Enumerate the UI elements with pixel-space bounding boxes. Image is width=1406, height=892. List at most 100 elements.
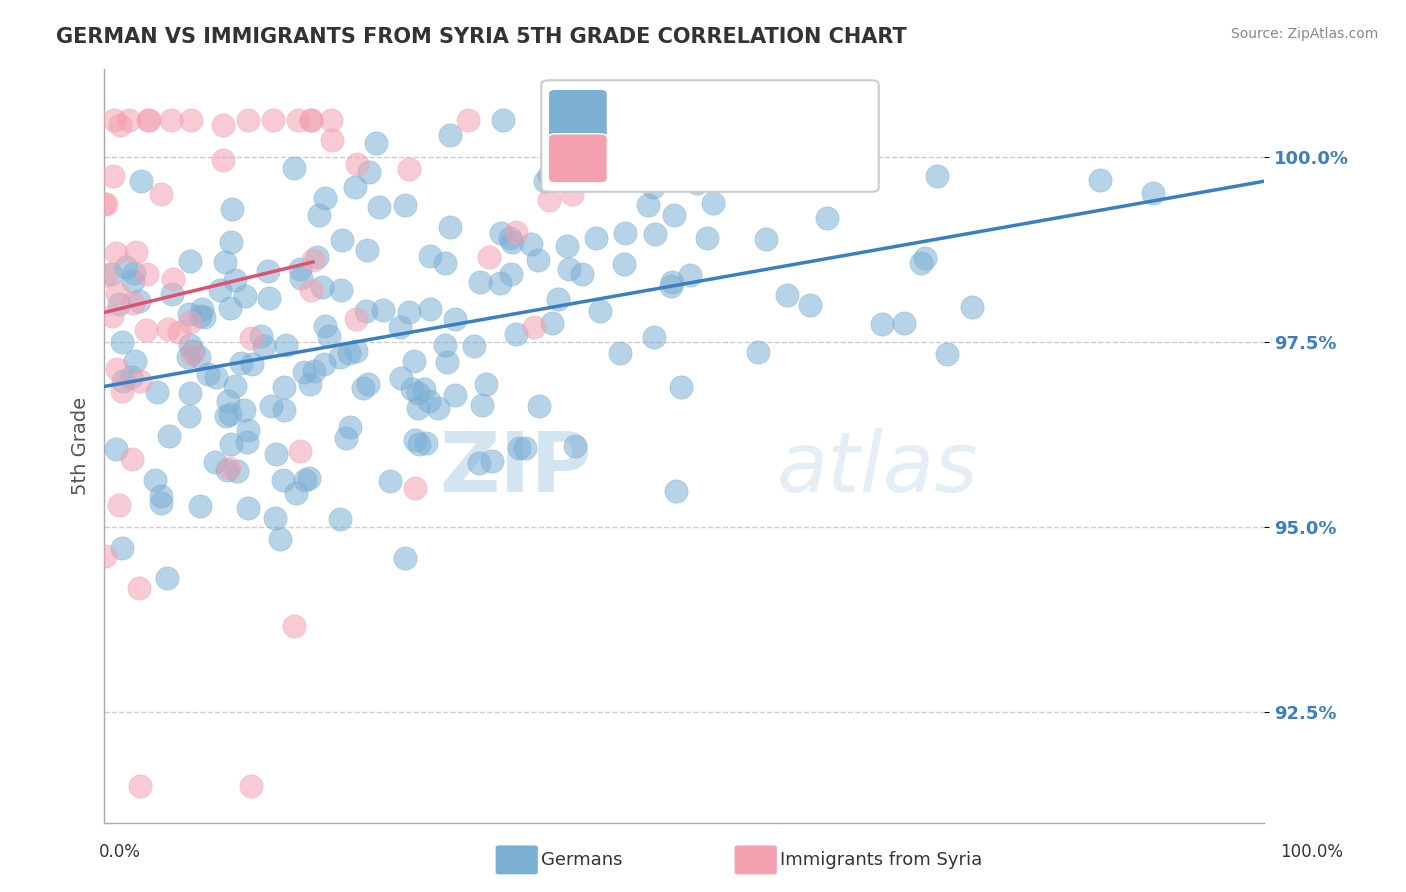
Point	[221, 202, 243, 216]
Point	[299, 376, 322, 391]
Point	[436, 355, 458, 369]
Point	[128, 581, 150, 595]
Point	[481, 454, 503, 468]
Point	[533, 174, 555, 188]
Point	[121, 274, 143, 288]
Point	[301, 252, 323, 267]
Point	[112, 374, 135, 388]
Point	[419, 301, 441, 316]
Point	[115, 260, 138, 274]
Text: GERMAN VS IMMIGRANTS FROM SYRIA 5TH GRADE CORRELATION CHART: GERMAN VS IMMIGRANTS FROM SYRIA 5TH GRAD…	[56, 27, 907, 46]
Point	[217, 463, 239, 477]
Point	[105, 246, 128, 260]
Point	[408, 437, 430, 451]
Point	[406, 401, 429, 416]
Point	[330, 283, 353, 297]
Point	[120, 370, 142, 384]
Point	[224, 273, 246, 287]
Point	[613, 226, 636, 240]
Point	[205, 370, 228, 384]
Point	[101, 309, 124, 323]
Point	[702, 196, 724, 211]
Point	[710, 113, 733, 128]
Point	[925, 169, 948, 183]
Point	[94, 549, 117, 564]
Point	[671, 380, 693, 394]
Point	[299, 113, 322, 128]
Point	[150, 496, 173, 510]
Point	[128, 293, 150, 308]
Point	[108, 297, 131, 311]
Point	[294, 474, 316, 488]
Point	[520, 236, 543, 251]
Point	[191, 301, 214, 316]
Point	[368, 200, 391, 214]
Point	[418, 393, 440, 408]
Point	[505, 226, 527, 240]
Point	[557, 239, 579, 253]
Point	[696, 231, 718, 245]
Point	[1142, 186, 1164, 200]
Text: atlas: atlas	[778, 428, 979, 509]
Point	[664, 483, 686, 498]
Point	[344, 312, 367, 326]
Point	[283, 161, 305, 175]
Point	[159, 429, 181, 443]
Point	[489, 276, 512, 290]
Point	[188, 499, 211, 513]
Point	[271, 474, 294, 488]
Point	[214, 254, 236, 268]
Point	[815, 211, 838, 226]
Point	[526, 252, 548, 267]
Point	[146, 385, 169, 400]
Point	[219, 407, 242, 421]
Point	[179, 338, 201, 352]
Point	[138, 113, 160, 128]
Point	[273, 402, 295, 417]
Point	[357, 377, 380, 392]
Point	[406, 385, 429, 400]
Point	[439, 219, 461, 234]
Point	[221, 235, 243, 249]
Point	[346, 157, 368, 171]
Point	[103, 169, 125, 183]
Text: ZIP: ZIP	[439, 428, 592, 509]
Point	[359, 165, 381, 179]
Point	[364, 136, 387, 150]
Point	[211, 153, 233, 168]
Point	[149, 489, 172, 503]
Text: Source: ZipAtlas.com: Source: ZipAtlas.com	[1230, 27, 1378, 41]
Point	[637, 197, 659, 211]
Point	[135, 323, 157, 337]
Point	[179, 315, 201, 329]
Point	[209, 283, 232, 297]
Point	[311, 279, 333, 293]
Point	[373, 303, 395, 318]
Point	[188, 350, 211, 364]
Point	[298, 471, 321, 485]
Point	[111, 384, 134, 399]
Point	[233, 289, 256, 303]
Point	[181, 347, 204, 361]
Point	[319, 113, 342, 128]
Point	[162, 287, 184, 301]
Point	[380, 474, 402, 488]
Point	[586, 134, 609, 148]
Point	[240, 358, 263, 372]
Point	[659, 278, 682, 293]
Point	[1090, 172, 1112, 186]
Point	[179, 385, 201, 400]
Point	[124, 354, 146, 368]
Text: Germans: Germans	[541, 851, 623, 869]
Point	[204, 455, 226, 469]
Point	[314, 191, 336, 205]
Point	[128, 780, 150, 794]
Point	[661, 275, 683, 289]
Point	[240, 331, 263, 345]
Point	[156, 571, 179, 585]
Point	[197, 368, 219, 382]
Point	[179, 409, 201, 424]
Point	[344, 344, 367, 359]
Point	[240, 779, 263, 793]
Point	[215, 409, 238, 424]
